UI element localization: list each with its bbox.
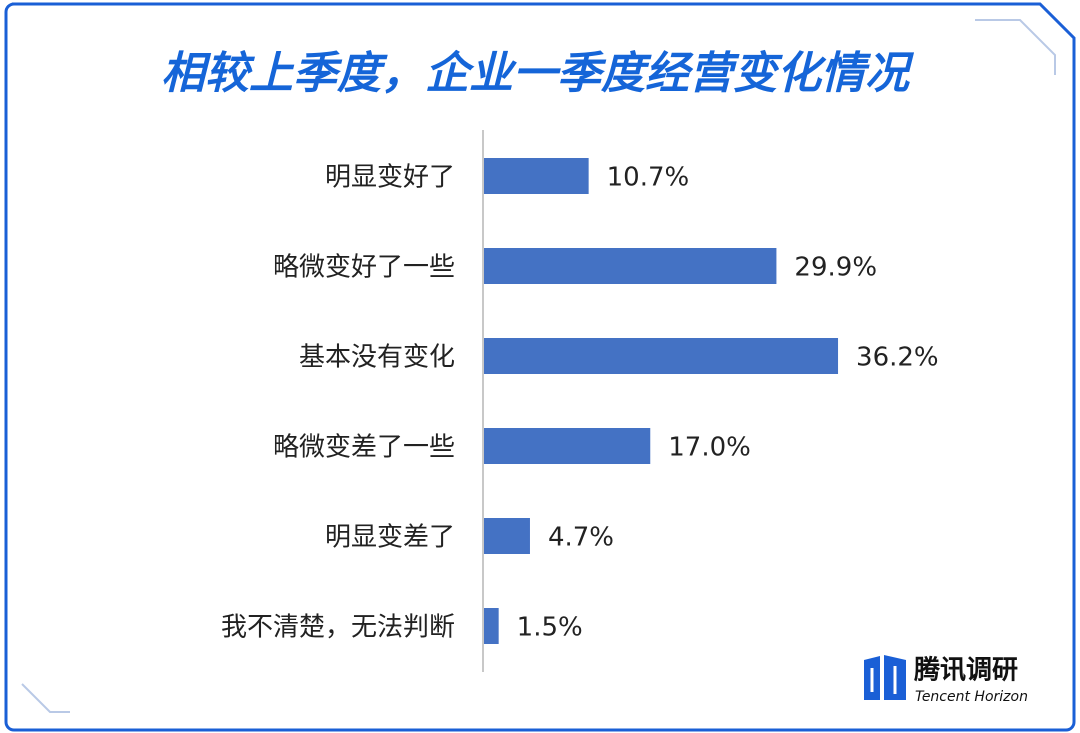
value-label: 36.2% <box>856 343 939 373</box>
bar <box>484 428 651 464</box>
corner-decoration <box>975 19 1056 75</box>
bar <box>484 518 530 554</box>
bar <box>484 608 499 644</box>
logo-subtext: Tencent Horizon <box>915 689 1028 705</box>
category-label: 略微变好了一些 <box>273 253 455 283</box>
bar <box>484 158 589 194</box>
value-label: 29.9% <box>794 253 877 283</box>
category-label: 明显变差了 <box>325 523 455 553</box>
frame <box>4 2 1076 732</box>
bar <box>484 338 839 374</box>
category-label: 略微变差了一些 <box>273 433 455 463</box>
category-label: 明显变好了 <box>325 163 455 193</box>
value-label: 4.7% <box>548 523 614 553</box>
value-label: 10.7% <box>607 163 690 193</box>
value-label: 1.5% <box>517 613 583 643</box>
category-label: 基本没有变化 <box>299 343 455 373</box>
logo-text: 腾讯调研 <box>914 656 1018 686</box>
logo-icon <box>870 666 897 694</box>
category-label: 我不清楚，无法判断 <box>221 613 455 643</box>
corner-decoration <box>21 683 70 713</box>
chart-title: 相较上季度，企业一季度经营变化情况 <box>161 48 915 99</box>
value-label: 17.0% <box>668 433 751 463</box>
logo: 腾讯调研 Tencent Horizon <box>864 655 1028 705</box>
bar <box>484 248 777 284</box>
